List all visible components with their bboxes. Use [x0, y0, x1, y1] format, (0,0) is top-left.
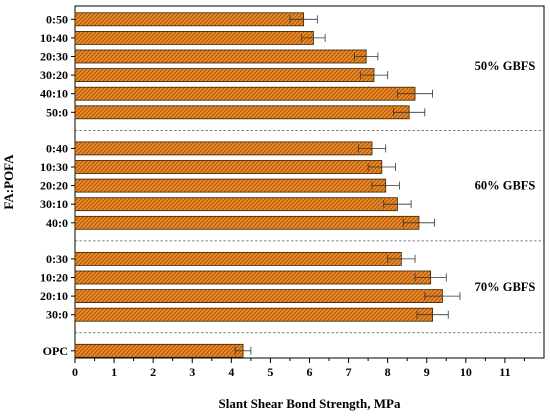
bar [74, 197, 398, 212]
bar [74, 178, 387, 193]
x-axis-title: Slant Shear Bond Strength, MPa [219, 396, 401, 411]
category-label: 50:0 [46, 105, 68, 119]
category-label: 40:0 [46, 216, 68, 230]
bar [74, 68, 375, 82]
category-label: 0:50 [46, 12, 68, 26]
bar [74, 12, 305, 27]
x-tick-label: 0 [72, 365, 78, 379]
x-tick-label: 4 [228, 365, 234, 379]
group-label: 70% GBFS [475, 280, 536, 294]
bar [74, 49, 367, 64]
group-label: 50% GBFS [475, 59, 536, 73]
bar [74, 86, 416, 101]
bar [74, 270, 432, 285]
x-tick-label: 8 [385, 365, 391, 379]
bar [74, 307, 434, 322]
bar [74, 160, 383, 174]
category-label: 30:0 [46, 308, 68, 322]
bar [74, 30, 314, 45]
category-label: 40:10 [40, 87, 68, 101]
bar [74, 105, 410, 120]
y-axis-title: FA:POFA [1, 154, 16, 210]
bar [74, 141, 373, 156]
category-label: 10:40 [40, 31, 68, 45]
category-label: 10:20 [40, 271, 68, 285]
x-tick-label: 5 [267, 365, 273, 379]
category-label: 30:10 [40, 197, 68, 211]
x-tick-label: 7 [346, 365, 352, 379]
category-label: 20:20 [40, 179, 68, 193]
x-tick-label: 10 [460, 365, 472, 379]
category-label: 20:30 [40, 50, 68, 64]
bar [74, 289, 443, 304]
x-tick-label: 2 [150, 365, 156, 379]
x-tick-label: 11 [499, 365, 510, 379]
bar [74, 215, 420, 230]
category-label: 30:20 [40, 68, 68, 82]
x-tick-label: 9 [424, 365, 430, 379]
x-tick-label: 1 [111, 365, 117, 379]
category-label: 0:30 [46, 252, 68, 266]
x-tick-label: 3 [189, 365, 195, 379]
category-label: 10:30 [40, 160, 68, 174]
category-label: 20:10 [40, 289, 68, 303]
category-label: OPC [43, 344, 68, 358]
x-tick-label: 6 [307, 365, 313, 379]
category-label: 0:40 [46, 141, 68, 155]
bar [74, 343, 244, 358]
group-label: 60% GBFS [475, 179, 536, 193]
bar [74, 251, 402, 266]
